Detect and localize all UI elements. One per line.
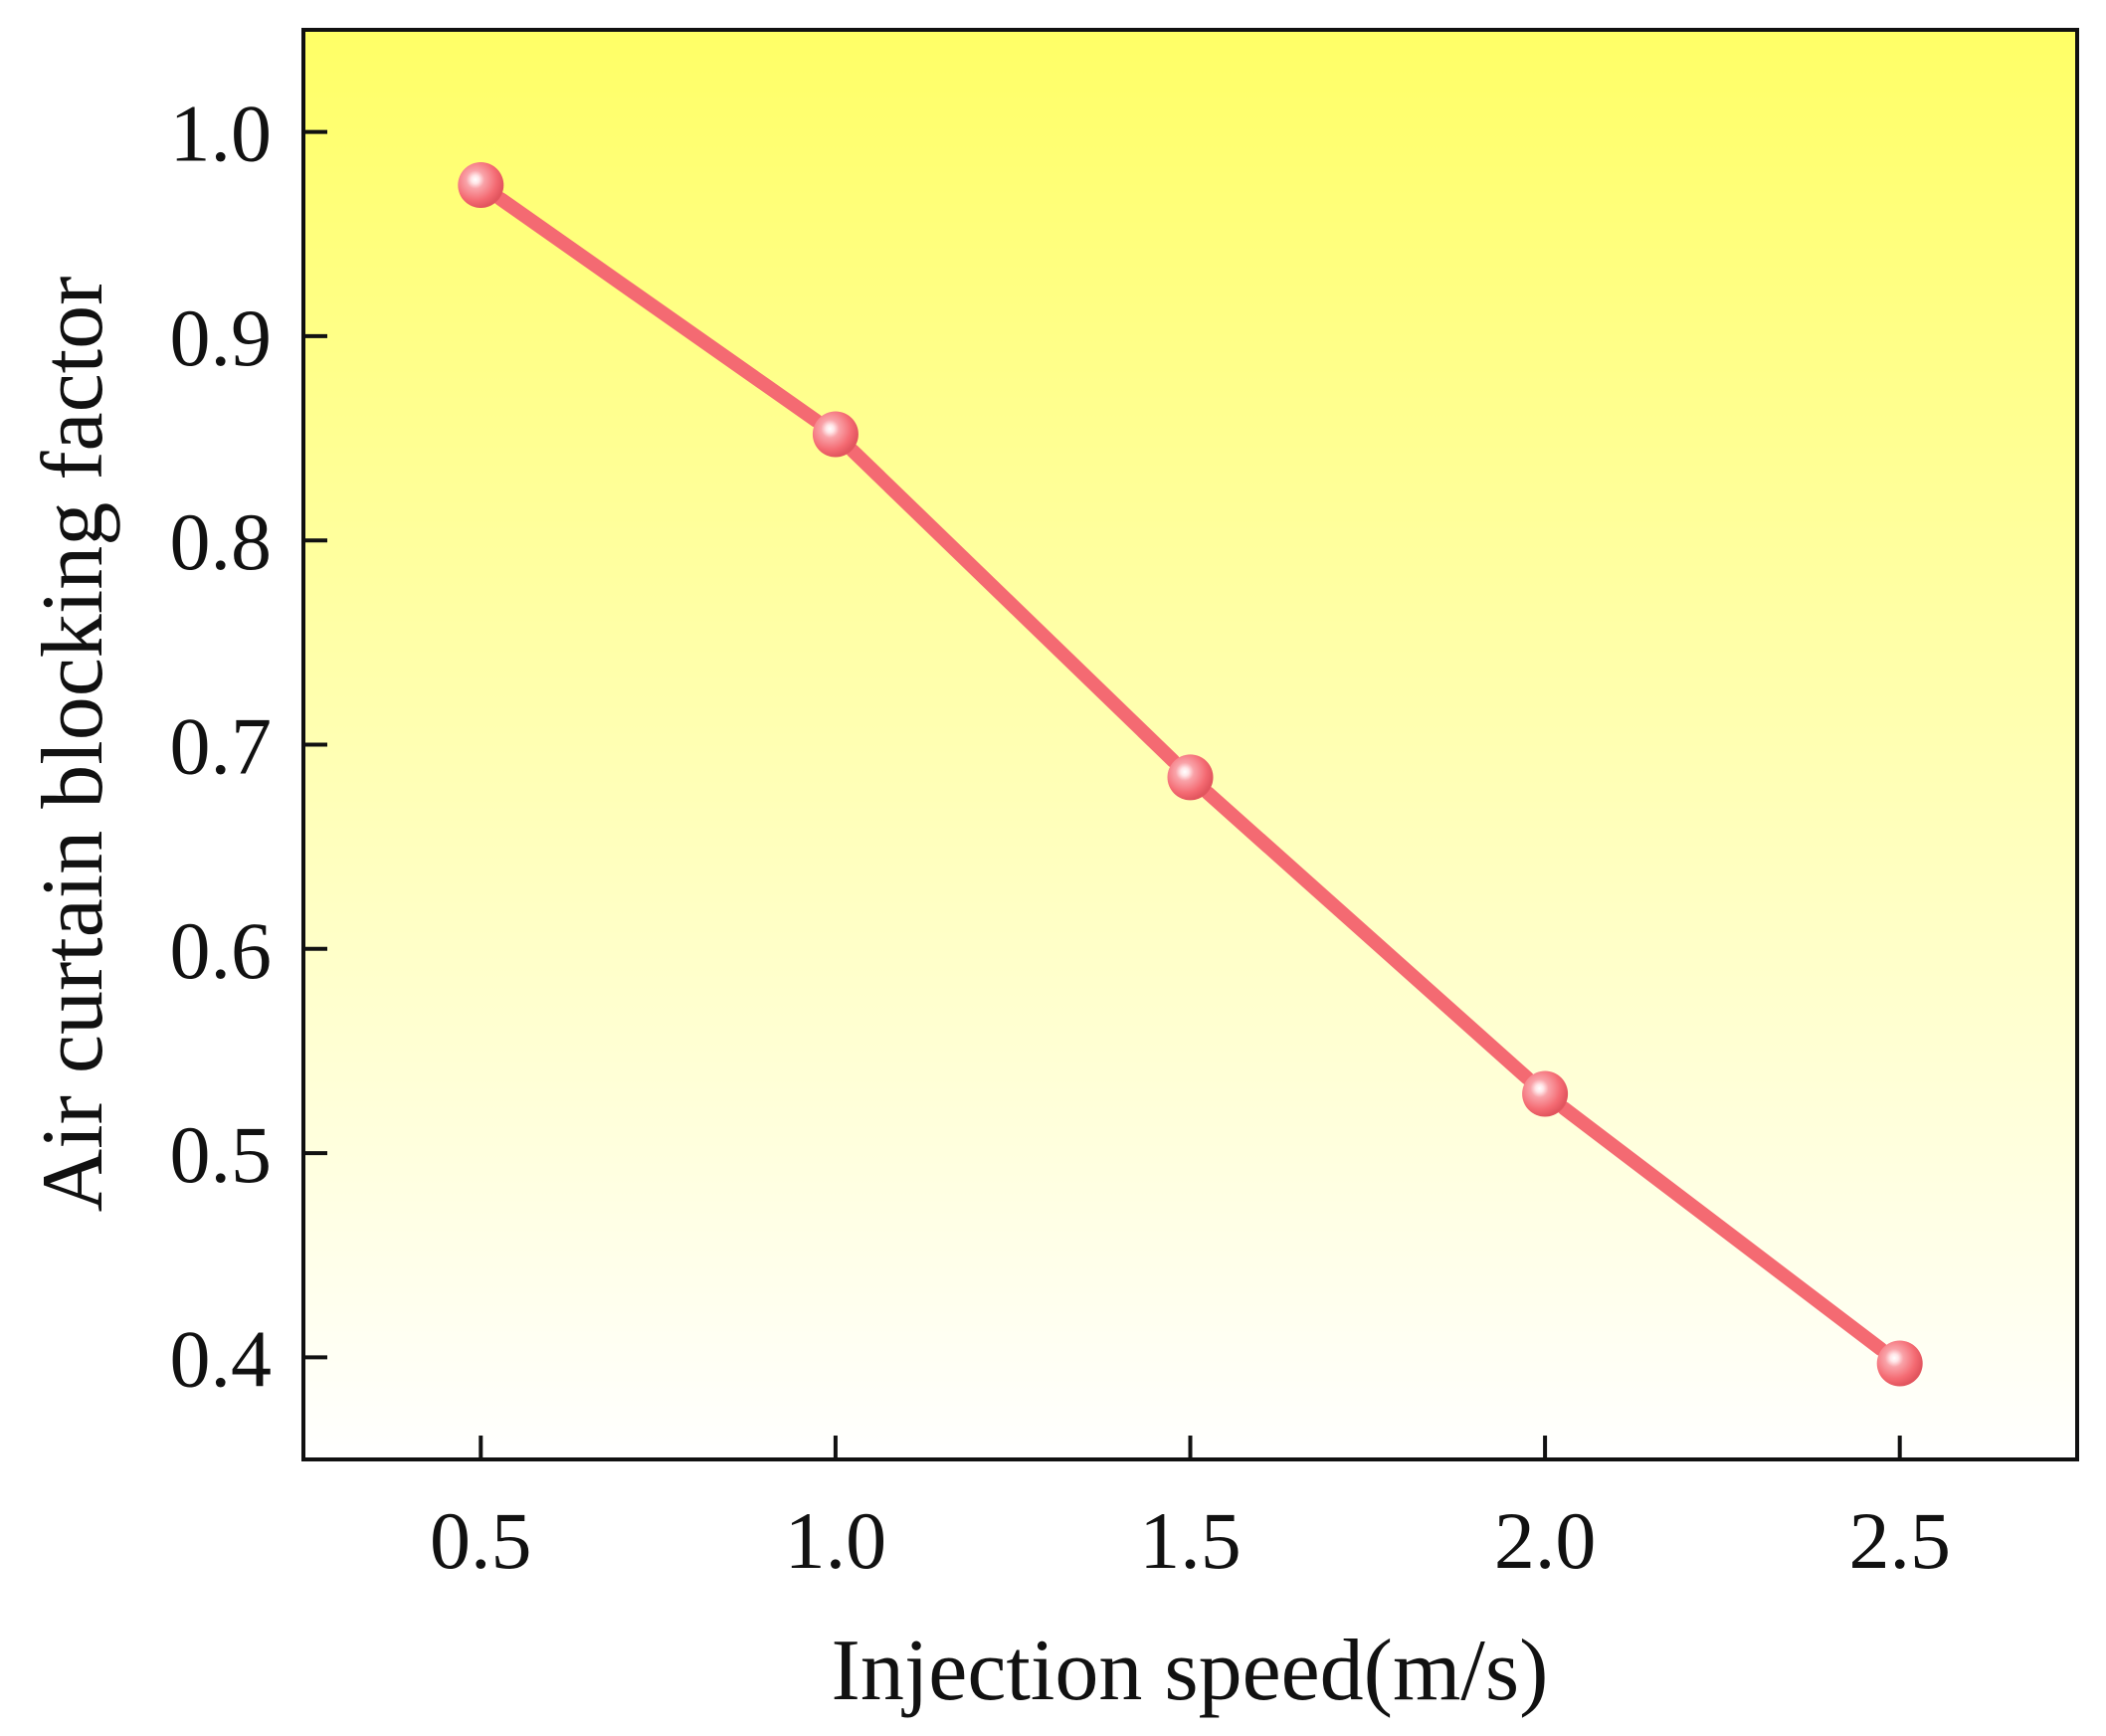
y-tick-label: 0.8 (170, 496, 273, 587)
data-point (1876, 1340, 1923, 1387)
y-tick-label: 0.9 (170, 292, 273, 383)
series-line-segment (1201, 786, 1535, 1085)
x-tick-label: 2.0 (1494, 1495, 1597, 1586)
x-tick-label: 1.0 (785, 1495, 887, 1586)
data-point (1522, 1070, 1569, 1117)
y-axis-title: Air curtain blocking factor (25, 277, 121, 1213)
series-line-segment (492, 191, 824, 428)
series-line-segment (1557, 1101, 1888, 1356)
x-tick-label: 2.5 (1848, 1495, 1951, 1586)
y-tick-label: 0.7 (170, 701, 273, 792)
x-axis-title: Injection speed(m/s) (832, 1623, 1549, 1719)
x-tick-label: 1.5 (1139, 1495, 1242, 1586)
y-tick-label: 0.4 (170, 1313, 273, 1404)
y-tick-label: 0.5 (170, 1109, 273, 1200)
x-tick-label: 0.5 (430, 1495, 532, 1586)
y-tick-label: 0.6 (170, 905, 273, 996)
data-point (1167, 754, 1214, 801)
plot-frame (301, 28, 2079, 1461)
y-axis: 0.4 0.5 0.6 0.7 0.8 0.9 1.0 (170, 89, 327, 1404)
series-line-segment (846, 444, 1181, 768)
data-point (458, 162, 504, 209)
y-tick-label: 1.0 (170, 89, 273, 179)
data-point (812, 411, 859, 458)
x-axis: 0.5 1.0 1.5 2.0 2.5 (430, 1436, 1951, 1586)
series-layer (458, 162, 1923, 1387)
